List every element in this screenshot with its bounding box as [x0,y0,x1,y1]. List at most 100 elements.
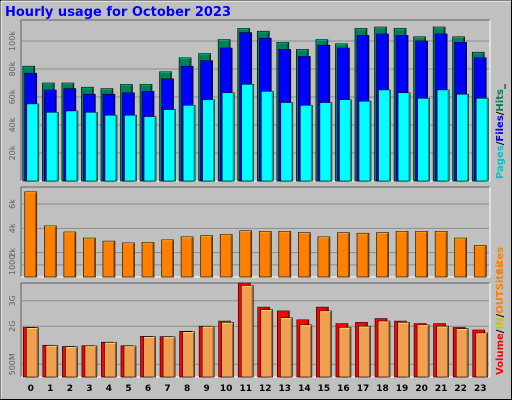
legend-entry: / [495,329,506,333]
bar-sites-0 [24,191,38,278]
bar-sites-6 [141,242,155,278]
bar-fill [25,327,39,378]
bar-out-17 [358,325,371,378]
bar-pages-7 [163,109,176,182]
bar-sites-2 [63,231,77,278]
bar-fill [317,236,331,278]
y-tick-label: 500M [8,353,17,375]
bar-out-21 [436,325,449,378]
bar-fill [258,231,272,278]
panel-legend: Pages/Files/Hits_ [495,84,506,179]
y-tick-label: 6k [8,199,17,209]
bar-pages-8 [182,105,196,182]
bar-fill [416,324,430,378]
bar-sites-8 [180,236,194,278]
bar-fill [239,230,253,278]
bar-pages-14 [300,105,313,182]
x-tick-label: 19 [396,384,409,394]
x-tick-label: 1 [47,384,53,394]
bar-fill [397,322,410,378]
bar-pages-3 [85,112,98,182]
bar-fill [143,116,157,182]
bar-fill [299,324,313,378]
y-tick-label: 40k [8,117,17,132]
bar-sites-12 [258,231,272,278]
bar-fill [45,345,59,378]
legend-entry: Sites [495,262,506,290]
legend-entry: Volume [495,333,506,375]
bar-fill [161,239,174,278]
bar-pages-6 [143,116,157,182]
x-tick-label: 0 [28,384,34,394]
bar-fill [260,91,274,182]
bar-sites-11 [239,230,253,278]
bar-pages-19 [397,92,411,182]
bar-fill [280,102,294,182]
bar-fill [475,98,489,182]
bar-fill [455,328,469,378]
y-tick-label: 1000 [8,255,17,275]
bar-fill [84,345,98,378]
bar-pages-2 [65,110,79,182]
bar-out-12 [260,309,274,378]
panel-background [21,187,490,277]
bar-fill [377,320,391,378]
bar-fill [415,231,428,278]
x-tick-label: 7 [164,384,170,394]
bar-sites-21 [434,231,448,278]
panel-legend: Sites [495,247,506,275]
x-tick-label: 13 [279,384,292,394]
bar-sites-13 [278,231,292,278]
bar-sites-10 [219,234,233,278]
bar-pages-10 [221,92,235,182]
bar-fill [202,99,215,182]
bar-sites-22 [454,237,467,278]
bar-fill [376,232,389,278]
bar-out-10 [221,322,234,378]
bar-fill [319,102,333,182]
bar-fill [436,89,450,182]
bar-out-18 [377,320,391,378]
bar-fill [26,103,40,182]
bar-out-11 [240,285,254,378]
bar-out-16 [338,327,352,378]
bar-fill [104,342,117,378]
x-tick-label: 12 [259,384,272,394]
legend-entry: OUT [495,290,506,314]
bar-fill [473,245,487,278]
bar-fill [298,232,311,278]
bar-pages-18 [378,89,391,182]
hour-axis: 0 1 2 3 4 5 6 7 8 9 10 11 12 13 14 15 16 17 18 19 20 21 22 23 [28,384,487,394]
bar-sites-14 [298,232,311,278]
bar-out-2 [65,346,78,378]
bar-fill [417,98,430,182]
bar-out-13 [280,317,293,378]
legend-entry: / [495,111,506,115]
x-tick-label: 5 [125,384,131,394]
bar-pages-1 [46,112,59,182]
bar-fill [280,317,293,378]
bar-fill [180,236,194,278]
x-tick-label: 10 [220,384,233,394]
x-tick-label: 16 [337,384,350,394]
bar-fill [378,89,391,182]
x-tick-label: 9 [204,384,210,394]
bar-fill [475,332,489,378]
bar-fill [436,325,449,378]
bar-fill [260,309,274,378]
chart-panels: 20k40k60k80k100kPages/Files/Hits_10002k4… [8,19,506,378]
bar-fill [434,231,448,278]
bar-fill [163,109,176,182]
bar-fill [358,325,371,378]
bar-out-9 [201,326,215,378]
bar-fill [143,336,156,378]
y-tick-label: 80k [8,61,17,76]
y-tick-label: 2G [8,321,17,332]
bar-fill [65,346,78,378]
bar-pages-17 [358,100,372,182]
bar-fill [24,191,38,278]
legend-entry: / [495,141,506,145]
